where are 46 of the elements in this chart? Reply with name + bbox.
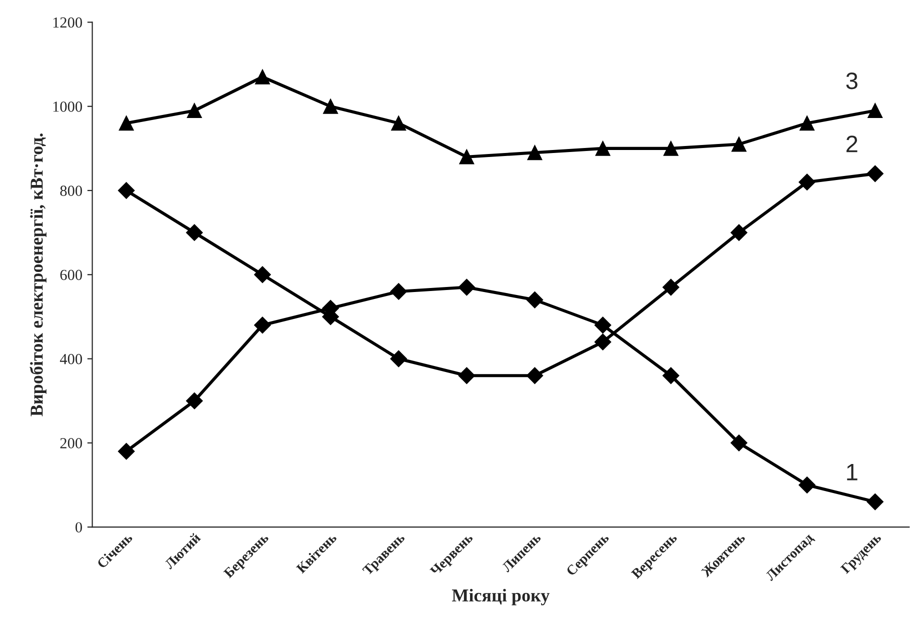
- point: [594, 334, 612, 350]
- point: [798, 476, 816, 494]
- x-axis-title: Місяці року: [452, 588, 550, 606]
- y-axis-title: Виробіток електроенергії, кВт·год.: [30, 134, 46, 416]
- point: [662, 278, 680, 296]
- point: [390, 350, 407, 368]
- y-tick-label: 1000: [53, 102, 82, 112]
- series-label: 2: [846, 136, 858, 152]
- point: [526, 367, 544, 384]
- y-tick-label: 400: [60, 354, 82, 364]
- point: [323, 98, 338, 114]
- point: [730, 224, 748, 241]
- point: [730, 434, 748, 452]
- point: [118, 442, 135, 460]
- y-tick-label: 600: [60, 270, 82, 280]
- point: [254, 316, 271, 334]
- y-tick-label: 800: [60, 186, 82, 196]
- point: [595, 140, 610, 156]
- point: [800, 116, 815, 131]
- y-tick-label: 0: [76, 522, 82, 532]
- point: [458, 367, 476, 384]
- series-label: 3: [846, 72, 858, 90]
- point: [663, 140, 678, 156]
- point: [527, 145, 542, 160]
- point: [186, 224, 203, 241]
- point: [866, 165, 884, 182]
- point: [459, 149, 474, 164]
- point: [866, 493, 884, 510]
- y-tick-label: 200: [60, 438, 82, 448]
- point: [594, 316, 612, 334]
- point: [798, 174, 816, 190]
- point: [390, 283, 407, 300]
- point: [526, 292, 544, 308]
- point: [186, 103, 202, 118]
- point: [118, 116, 134, 131]
- point: [186, 392, 203, 410]
- point: [732, 136, 746, 152]
- point: [391, 116, 406, 131]
- point: [662, 367, 680, 384]
- point: [254, 266, 271, 284]
- point: [868, 103, 883, 118]
- point: [255, 69, 270, 84]
- point: [118, 182, 135, 199]
- y-tick-label: 1200: [53, 17, 82, 28]
- point: [458, 278, 476, 296]
- series-label: 1: [847, 464, 858, 480]
